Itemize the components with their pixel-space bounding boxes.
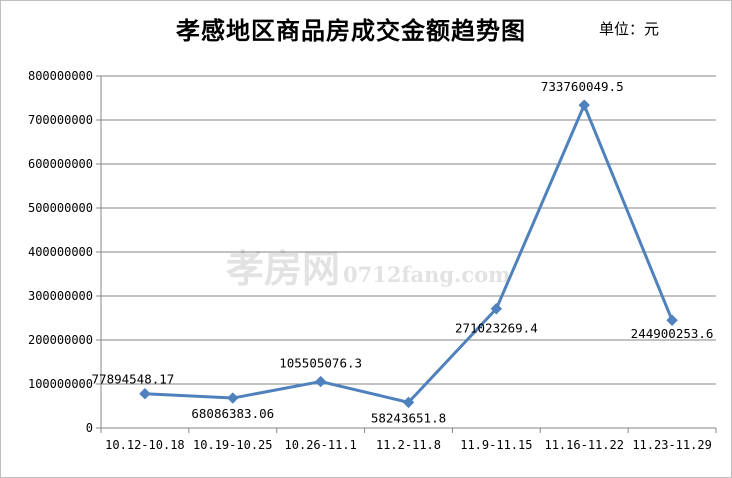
data-label: 105505076.3 — [279, 356, 362, 371]
x-tick-label: 10.12-10.18 — [105, 438, 184, 452]
y-tick-label: 200000000 — [28, 333, 93, 347]
y-tick-label: 800000000 — [28, 69, 93, 83]
data-label: 77894548.17 — [92, 372, 175, 387]
y-tick-label: 100000000 — [28, 377, 93, 391]
data-point-marker — [490, 303, 503, 315]
data-point-marker — [578, 99, 590, 111]
data-label: 244900253.6 — [631, 326, 714, 341]
data-point-marker — [402, 396, 415, 409]
data-point-marker — [666, 314, 678, 326]
series-line — [144, 103, 674, 404]
data-labels: 77894548.17 68086383.06 105505076.3 5824365… — [92, 79, 714, 425]
data-label: 58243651.8 — [371, 410, 446, 425]
y-tick-label: 700000000 — [28, 113, 93, 127]
x-tick-label: 11.2-11.8 — [376, 438, 441, 452]
unit-label: 单位：元 — [599, 20, 660, 38]
series — [139, 99, 678, 409]
data-point-marker — [139, 388, 151, 400]
y-tick-label: 400000000 — [28, 245, 93, 259]
gridlines — [101, 75, 716, 385]
data-label: 733760049.5 — [541, 79, 624, 94]
x-tick-label: 11.23-11.29 — [632, 438, 711, 452]
y-tick-label: 500000000 — [28, 201, 93, 215]
y-tick-label: 0 — [86, 421, 93, 435]
axes: 0 100000000 200000000 300000000 400000000 500… — [28, 69, 717, 452]
x-tick-label: 10.26-11.1 — [285, 438, 357, 452]
data-label: 271023269.4 — [455, 321, 538, 336]
x-tick-label: 11.16-11.22 — [544, 438, 623, 452]
y-tick-label: 600000000 — [28, 157, 93, 171]
y-tick-label: 300000000 — [28, 289, 93, 303]
data-point-marker — [227, 392, 239, 404]
chart-title: 孝感地区商品房成交金额趋势图 — [176, 16, 526, 45]
data-label: 68086383.06 — [191, 406, 274, 421]
x-tick-label: 10.19-10.25 — [193, 438, 272, 452]
x-tick-label: 11.9-11.15 — [460, 438, 532, 452]
data-point-marker — [314, 375, 327, 388]
